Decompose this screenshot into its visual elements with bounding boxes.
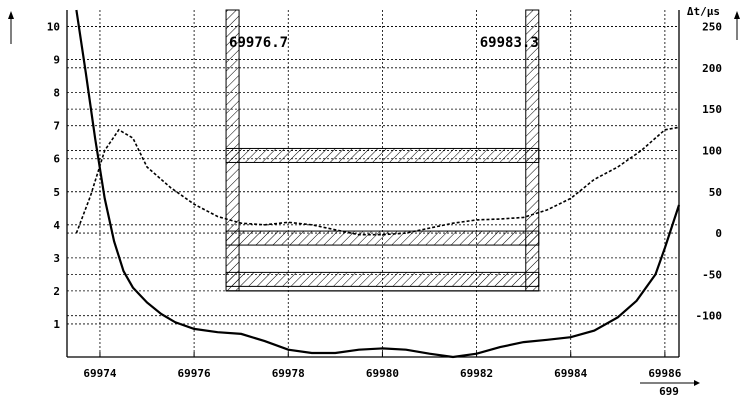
- y-tick-label-right: -50: [702, 268, 722, 281]
- x-tick-label: 69974: [83, 367, 116, 380]
- y-tick-label-right: 200: [702, 62, 722, 75]
- y-tick-label-left: 1: [53, 318, 60, 331]
- hatch-band: [225, 271, 540, 287]
- x-tick-label: 69986: [648, 367, 681, 380]
- y-tick-label-left: 6: [53, 153, 60, 166]
- y-tick-label-left: 3: [53, 252, 60, 265]
- marker-label-right: 69983.3: [480, 35, 539, 51]
- marker-window: [225, 9, 540, 292]
- x-tick-label: 69980: [366, 367, 399, 380]
- y-tick-label-left: 4: [53, 219, 60, 232]
- x-axis-arrow-head: [694, 380, 700, 386]
- y-tick-label-left: 9: [53, 54, 60, 67]
- grid: [67, 10, 679, 357]
- marker-label-left: 69976.7: [229, 35, 288, 51]
- x-tick-label: 69984: [554, 367, 587, 380]
- y-tick-label-left: 10: [47, 21, 60, 34]
- x-tick-label: 69978: [272, 367, 305, 380]
- y-tick-label-left: 7: [53, 120, 60, 133]
- right-axis-arrow-head: [734, 11, 740, 19]
- series-line-left-axis: [75, 9, 681, 359]
- y-tick-label-left: 2: [53, 285, 60, 298]
- x-tick-label: 69982: [460, 367, 493, 380]
- y-tick-label-left: 5: [53, 186, 60, 199]
- series-line-right-axis: [75, 126, 680, 236]
- y-tick-label-right: 0: [715, 227, 722, 240]
- y-tick-label-right: 250: [702, 21, 722, 34]
- y-axis-label-right: Δt/µs: [687, 5, 720, 18]
- y-tick-label-right: 150: [702, 103, 722, 116]
- left-axis-arrow-head: [8, 11, 14, 19]
- hatch-band: [225, 230, 540, 246]
- series: [75, 9, 681, 359]
- x-axis-label: 699: [659, 385, 679, 397]
- x-tick-label: 69976: [178, 367, 211, 380]
- labels: 1 2 3 4 5 6 7 8 9 10 -100 -50 0 50 100 150 200 250 69974 69…: [8, 5, 740, 397]
- axes: [66, 10, 680, 358]
- y-tick-label-right: 50: [709, 186, 722, 199]
- y-tick-label-left: 8: [53, 87, 60, 100]
- hatch-band: [225, 147, 540, 163]
- y-tick-label-right: -100: [696, 310, 723, 323]
- y-tick-label-right: 100: [702, 144, 722, 157]
